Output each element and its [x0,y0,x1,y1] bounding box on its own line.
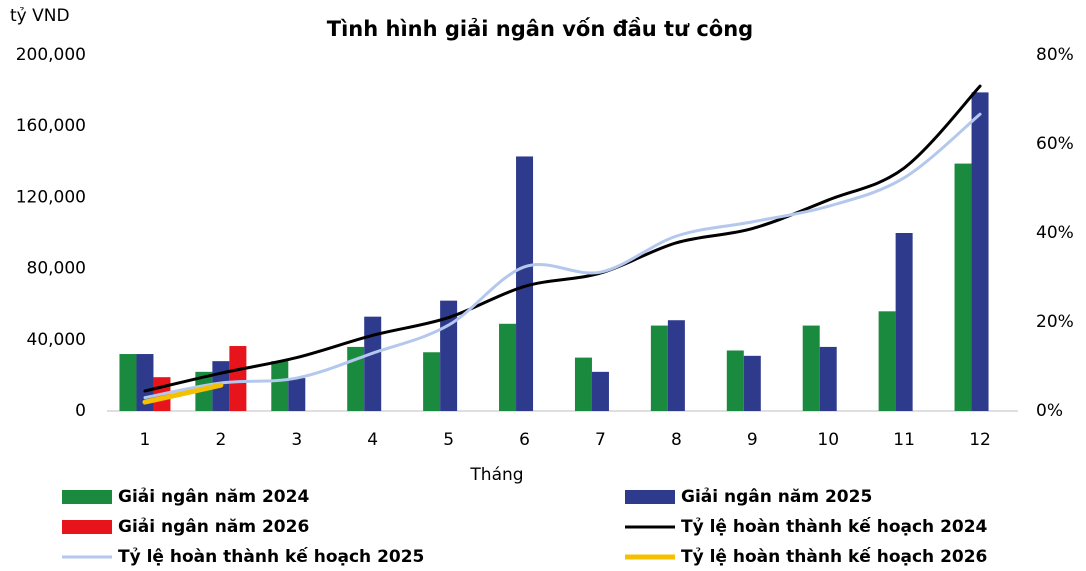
bar [802,325,820,411]
legend-label: Giải ngân năm 2026 [118,517,309,537]
x-tick-label: 7 [595,430,606,450]
y-tick-label: 0 [75,401,86,421]
bar [423,352,441,411]
bar [743,355,761,411]
bar [954,163,972,411]
x-tick-label: 3 [291,430,302,450]
bar [516,156,534,411]
bar [574,357,592,411]
y2-tick-label: 0% [1036,401,1063,421]
legend-marker [625,490,675,504]
bar [119,354,137,411]
bar [819,346,837,411]
x-tick-label: 1 [140,430,151,450]
bar [591,371,609,411]
bar [271,361,289,411]
x-tick-label: 4 [367,430,378,450]
y-axis-label: tỷ VND [10,6,70,26]
legend-label: Giải ngân năm 2024 [118,487,309,507]
bar [499,323,517,411]
line [142,382,224,405]
x-tick-label: 2 [215,430,226,450]
legend-label: Tỷ lệ hoàn thành kế hoạch 2025 [118,546,424,567]
x-tick-label: 11 [893,430,915,450]
y2-tick-label: 60% [1036,134,1074,154]
x-tick-label: 12 [969,430,991,450]
bar [364,316,382,411]
y-tick-label: 160,000 [16,116,86,136]
x-tick-label: 5 [443,430,454,450]
line [143,84,982,393]
x-tick-label: 10 [817,430,839,450]
x-tick-label: 8 [671,430,682,450]
y-tick-label: 40,000 [27,330,86,350]
x-tick-label: 6 [519,430,530,450]
x-axis-label: Tháng [469,465,523,485]
y2-tick-label: 80% [1036,45,1074,65]
bar [229,346,247,411]
bar [288,378,306,411]
legend-label: Giải ngân năm 2025 [681,487,872,507]
bar [895,233,913,411]
bar [650,325,668,411]
legend-marker [62,490,112,504]
x-tick-label: 9 [747,430,758,450]
y-tick-label: 120,000 [16,187,86,207]
chart-title: Tình hình giải ngân vốn đầu tư công [327,17,753,41]
bar [667,320,685,411]
y2-tick-label: 20% [1036,312,1074,332]
bar [347,346,365,411]
legend-marker [62,520,112,534]
y2-tick-label: 40% [1036,223,1074,243]
bar [726,350,744,411]
legend-label: Tỷ lệ hoàn thành kế hoạch 2026 [681,546,987,567]
bar [971,92,989,411]
y-tick-label: 200,000 [16,45,86,65]
legend-label: Tỷ lệ hoàn thành kế hoạch 2024 [681,516,988,537]
y-tick-label: 80,000 [27,259,86,279]
bar [878,311,896,411]
line [143,112,982,400]
